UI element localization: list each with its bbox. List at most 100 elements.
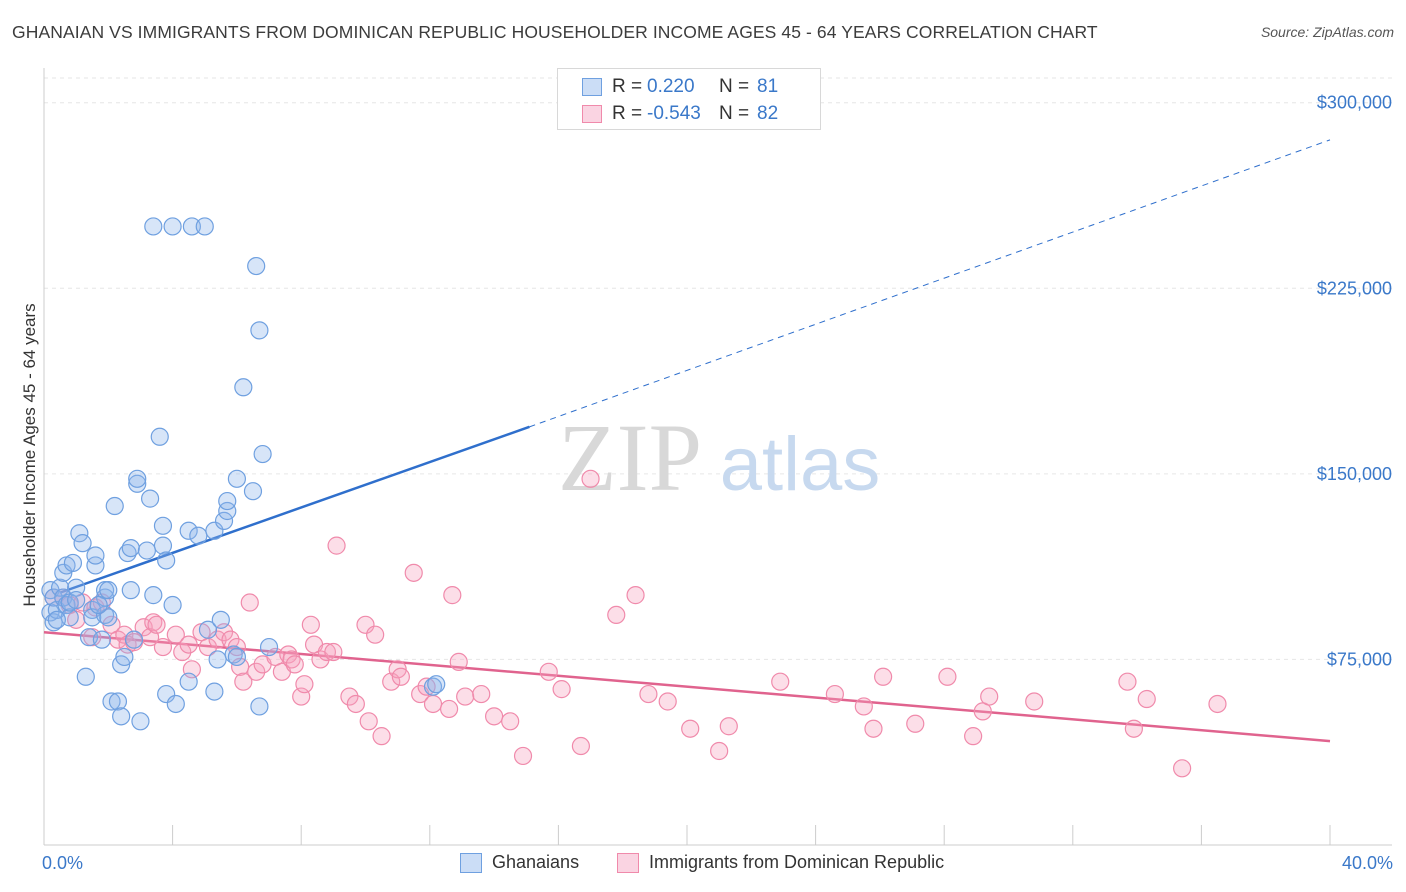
data-point — [179, 521, 198, 540]
data-point — [102, 692, 121, 711]
data-point — [92, 630, 111, 649]
data-point — [153, 516, 173, 535]
data-point — [854, 697, 873, 716]
data-point — [115, 625, 134, 644]
data-point — [208, 630, 227, 649]
chart-title: GHANAIAN VS IMMIGRANTS FROM DOMINICAN RE… — [12, 22, 1098, 42]
data-point — [366, 625, 385, 644]
y-tick-label: $300,000 — [1317, 93, 1392, 113]
data-point — [472, 684, 491, 704]
data-point — [95, 605, 115, 625]
data-point — [118, 543, 137, 563]
data-point — [938, 667, 957, 686]
data-point — [250, 697, 269, 716]
data-point — [89, 595, 108, 615]
r-value: -0.543 — [647, 103, 701, 124]
data-point — [166, 694, 185, 714]
data-point — [144, 613, 163, 632]
data-point — [163, 595, 182, 615]
data-point — [205, 682, 224, 701]
watermark-atlas: atlas — [720, 422, 881, 507]
data-point — [456, 687, 475, 706]
data-point — [626, 586, 645, 605]
data-point — [73, 534, 92, 553]
data-point — [539, 662, 558, 681]
data-point — [359, 712, 378, 731]
data-point — [140, 489, 160, 508]
watermark-zip: ZIP — [558, 404, 702, 511]
data-point — [1137, 689, 1156, 709]
data-point — [189, 526, 208, 545]
data-point — [340, 687, 359, 706]
legend-swatch-pink — [582, 105, 602, 123]
data-point — [719, 717, 738, 736]
source-label: Source: ZipAtlas.com — [1260, 24, 1394, 40]
legend-swatch-pink — [617, 852, 639, 873]
data-point — [221, 630, 240, 649]
data-point — [112, 707, 131, 726]
data-point — [144, 217, 163, 236]
data-point — [571, 736, 591, 756]
data-points — [41, 217, 1227, 778]
r-value: 0.220 — [647, 76, 695, 97]
data-point — [1173, 759, 1192, 778]
data-point — [1025, 692, 1044, 711]
legend-swatch-blue — [582, 78, 602, 96]
data-point — [247, 256, 266, 276]
data-point — [980, 687, 999, 706]
data-point — [439, 699, 459, 719]
data-point — [208, 650, 227, 669]
data-point — [513, 746, 533, 766]
data-point — [391, 667, 410, 686]
n-value: 81 — [757, 76, 779, 97]
data-point — [423, 694, 443, 714]
data-point — [86, 546, 105, 565]
data-point — [115, 647, 134, 667]
data-point — [163, 217, 182, 236]
data-point — [906, 714, 925, 733]
data-point — [501, 712, 520, 731]
r-label: R = — [612, 76, 643, 97]
data-point — [50, 578, 70, 597]
data-point — [144, 586, 163, 605]
data-point — [99, 581, 118, 600]
data-point — [99, 608, 118, 627]
n-label: N = — [719, 103, 750, 124]
legend-label-ghanaians: Ghanaians — [492, 852, 580, 872]
data-point — [63, 553, 83, 573]
data-point — [128, 474, 147, 493]
series-1-points — [44, 469, 1227, 778]
data-point — [443, 586, 462, 605]
data-point — [108, 692, 128, 711]
data-point — [198, 620, 218, 639]
data-point — [449, 652, 468, 672]
series-0-points — [41, 217, 446, 731]
data-point — [182, 217, 201, 236]
data-point — [157, 551, 176, 570]
data-point — [205, 521, 224, 540]
data-point — [234, 378, 253, 397]
y-tick-label: $75,000 — [1327, 649, 1392, 669]
data-point — [234, 672, 253, 691]
legend-row-ghanaians: R = 0.220 N = 81 — [582, 75, 778, 99]
data-point — [147, 615, 166, 634]
legend-label-dominican: Immigrants from Dominican Republic — [649, 852, 945, 872]
data-point — [581, 469, 600, 488]
data-point — [195, 217, 214, 236]
data-point — [153, 637, 173, 657]
data-point — [173, 642, 192, 662]
data-point — [250, 321, 269, 340]
data-point — [76, 667, 95, 686]
data-point — [121, 581, 140, 600]
data-point — [67, 590, 86, 610]
grid-lines — [44, 77, 1392, 660]
data-point — [825, 684, 844, 704]
axes — [43, 68, 1392, 846]
data-point — [150, 427, 169, 446]
data-point — [86, 556, 105, 575]
x-tick-label-end: 40.0% — [1342, 853, 1393, 873]
data-point — [639, 684, 658, 704]
data-point — [295, 675, 314, 694]
data-point — [404, 563, 423, 582]
